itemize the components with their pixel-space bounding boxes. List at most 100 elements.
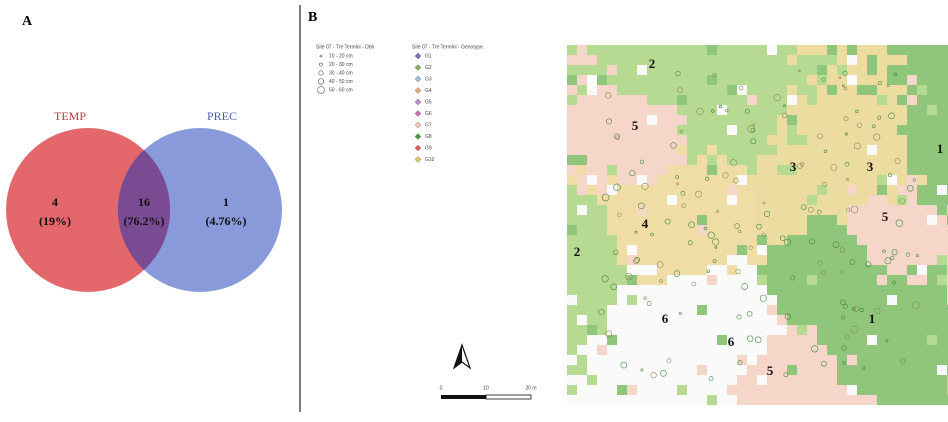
map-cell [667, 255, 677, 265]
map-cell [727, 85, 737, 95]
map-cell [577, 295, 587, 305]
map-cell [867, 45, 877, 55]
map-cell [607, 305, 617, 315]
map-cell [697, 355, 707, 365]
map-cell [567, 45, 577, 55]
map-cell [687, 315, 697, 325]
map-cell [617, 145, 627, 155]
map-cell [857, 315, 867, 325]
map-cell [867, 275, 877, 285]
map-cell [677, 315, 687, 325]
zone-label: 5 [632, 118, 639, 133]
map-cell [847, 55, 857, 65]
map-cell [607, 355, 617, 365]
map-cell [647, 215, 657, 225]
map-cell [727, 315, 737, 325]
map-cell [727, 285, 737, 295]
map-cell [787, 55, 797, 65]
map-cell [937, 105, 947, 115]
map-cell [577, 285, 587, 295]
region-count: 1 [223, 195, 229, 209]
map-cell [907, 265, 917, 275]
map-cell [927, 95, 937, 105]
map-cell [587, 295, 597, 305]
map-cell [627, 65, 637, 75]
map-cell [587, 325, 597, 335]
map-cell [797, 135, 807, 145]
map-cell [787, 345, 797, 355]
map-cell [877, 155, 887, 165]
map-cell [627, 185, 637, 195]
map-cell [927, 235, 937, 245]
map-cell [827, 145, 837, 155]
legend-symbol [319, 63, 322, 66]
map-cell [817, 45, 827, 55]
map-cell [717, 65, 727, 75]
map-cell [827, 315, 837, 325]
map-cell [647, 245, 657, 255]
map-cell [747, 315, 757, 325]
map-cell [577, 325, 587, 335]
map-cell [627, 305, 637, 315]
map-cell [727, 225, 737, 235]
map-cell [857, 145, 867, 155]
zone-label: 1 [869, 311, 876, 326]
map-cell [717, 325, 727, 335]
map-cell [747, 95, 757, 105]
map-cell [637, 395, 647, 405]
map-cell [777, 155, 787, 165]
map-cell [827, 265, 837, 275]
map-cell [767, 145, 777, 155]
map-cell [577, 205, 587, 215]
map-cell [647, 75, 657, 85]
map-cell [897, 285, 907, 295]
map-cell [567, 305, 577, 315]
map-cell [697, 185, 707, 195]
map-cell [687, 215, 697, 225]
map-cell [897, 335, 907, 345]
map-cell [737, 345, 747, 355]
map-cell [917, 175, 927, 185]
map-cell [807, 235, 817, 245]
map-cell [757, 345, 767, 355]
map-cell [907, 165, 917, 175]
map-cell [707, 55, 717, 65]
map-cell [747, 225, 757, 235]
map-cell [827, 115, 837, 125]
map-cell [867, 235, 877, 245]
map-cell [787, 395, 797, 405]
map-cell [917, 65, 927, 75]
map-cell [597, 115, 607, 125]
map-cell [847, 385, 857, 395]
map-cell [727, 255, 737, 265]
map-cell [667, 155, 677, 165]
map-cell [807, 375, 817, 385]
map-cell [807, 345, 817, 355]
map-cell [797, 355, 807, 365]
map-cell [707, 395, 717, 405]
map-cell [857, 245, 867, 255]
map-cell [577, 375, 587, 385]
map-cell [897, 235, 907, 245]
map-cell [687, 385, 697, 395]
map-cell [737, 395, 747, 405]
map-cell [637, 45, 647, 55]
map-cell [607, 205, 617, 215]
map-cell [697, 235, 707, 245]
map-cell [877, 165, 887, 175]
map-cell [717, 365, 727, 375]
map-cell [927, 125, 937, 135]
map-cell [767, 235, 777, 245]
map-cell [757, 395, 767, 405]
map-cell [667, 45, 677, 55]
map-cell [797, 155, 807, 165]
map-cell [917, 55, 927, 65]
map-cell [817, 245, 827, 255]
map-cell [927, 385, 937, 395]
scale-bar [486, 395, 531, 399]
map-cell [727, 275, 737, 285]
map-cell [697, 385, 707, 395]
map-cell [907, 245, 917, 255]
map-cell [747, 195, 757, 205]
map-cell [617, 295, 627, 305]
